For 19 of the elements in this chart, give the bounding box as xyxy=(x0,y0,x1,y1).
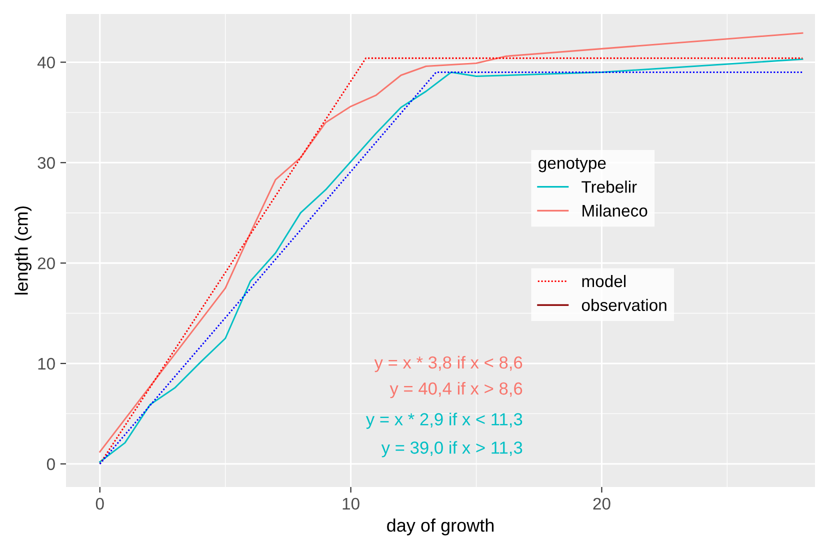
y-tick-label: 40 xyxy=(37,56,55,68)
y-tick-label: 0 xyxy=(46,458,55,470)
legend-title: genotype xyxy=(538,158,606,172)
x-tick-label: 10 xyxy=(342,498,360,510)
annotation: y = 39,0 if x > 11,3 xyxy=(381,441,522,458)
x-axis-title: day of growth xyxy=(387,518,494,536)
y-axis-title: length (cm) xyxy=(14,206,32,294)
annotation: y = x * 3,8 if x < 8,6 xyxy=(374,356,522,372)
y-tick-label: 20 xyxy=(38,257,55,270)
x-tick-label: 20 xyxy=(593,498,610,510)
legend-label: Milaneco xyxy=(582,204,648,217)
legend-label: model xyxy=(582,274,626,288)
x-tick-label: 0 xyxy=(96,498,104,510)
y-tick-label: 10 xyxy=(38,358,55,370)
legend-label: Trebelir xyxy=(582,180,637,193)
annotation: y = 40,4 if x > 8,6 xyxy=(390,382,522,398)
annotation: y = x * 2,9 if x < 11,3 xyxy=(366,412,522,429)
legend-label: observation xyxy=(582,298,666,312)
y-tick-label: 30 xyxy=(38,157,55,169)
